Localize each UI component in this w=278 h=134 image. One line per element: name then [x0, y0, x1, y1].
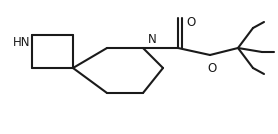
Text: HN: HN	[13, 36, 30, 49]
Text: O: O	[186, 16, 195, 29]
Text: O: O	[207, 62, 217, 75]
Text: N: N	[148, 33, 157, 46]
